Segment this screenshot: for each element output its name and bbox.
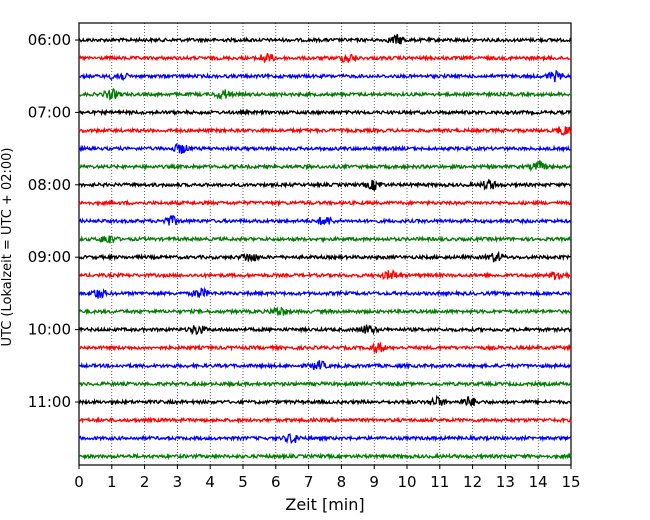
seismogram-trace <box>78 286 572 300</box>
y-tick-label: 09:00 <box>28 248 71 266</box>
x-tick-label: 6 <box>271 473 281 491</box>
x-tick-label: 5 <box>238 473 248 491</box>
y-axis-ticks: 06:00 07:00 08:00 09:00 10:00 11:00 <box>28 31 79 411</box>
seismogram-trace <box>78 394 572 408</box>
seismogram-trace <box>79 306 572 316</box>
y-tick-label: 11:00 <box>28 393 71 411</box>
seismogram-trace <box>78 432 572 445</box>
x-tick-label: 9 <box>369 473 379 491</box>
seismogram-trace <box>78 269 572 281</box>
seismogram-trace <box>78 250 572 263</box>
x-tick-label: 0 <box>74 473 84 491</box>
x-axis-label: Zeit [min] <box>285 495 364 514</box>
x-tick-label: 1 <box>107 473 117 491</box>
seismogram-trace <box>78 87 572 101</box>
y-tick-label: 10:00 <box>28 321 71 339</box>
x-axis-ticks: 0 1 2 3 4 5 6 7 8 9 10 11 12 13 14 15 <box>74 465 581 491</box>
x-tick-label: 10 <box>397 473 416 491</box>
plot-frame <box>78 22 572 466</box>
seismogram-trace <box>78 416 572 424</box>
seismogram-trace <box>78 341 572 354</box>
seismogram-trace <box>78 69 572 83</box>
seismogram-trace <box>78 452 572 461</box>
y-axis-label: UTC (Lokalzeit = UTC + 02:00) <box>0 148 15 347</box>
x-tick-label: 15 <box>561 473 580 491</box>
x-tick-label: 14 <box>529 473 548 491</box>
x-tick-label: 3 <box>173 473 183 491</box>
x-tick-label: 4 <box>205 473 215 491</box>
seismogram-trace <box>78 52 572 63</box>
y-tick-label: 06:00 <box>28 31 71 49</box>
seismogram-trace <box>78 324 572 336</box>
seismogram-trace <box>78 126 572 136</box>
seismogram-trace <box>78 159 572 173</box>
x-tick-label: 11 <box>430 473 449 491</box>
x-tick-label: 12 <box>463 473 482 491</box>
y-tick-label: 08:00 <box>28 176 71 194</box>
x-tick-label: 8 <box>337 473 347 491</box>
seismogram-trace <box>78 235 572 244</box>
seismogram-trace <box>78 179 572 191</box>
seismogram-trace <box>78 360 572 371</box>
x-tick-label: 7 <box>304 473 314 491</box>
x-tick-label: 13 <box>496 473 515 491</box>
seismogram-trace <box>78 142 572 154</box>
seismogram-trace <box>78 199 572 208</box>
seismogram-trace <box>78 214 572 226</box>
x-tick-label: 2 <box>140 473 150 491</box>
seismogram-trace <box>78 379 572 389</box>
seismogram-traces <box>78 33 572 461</box>
seismogram-trace <box>78 108 572 117</box>
y-tick-label: 07:00 <box>28 103 71 121</box>
seismogram-trace <box>78 33 571 45</box>
